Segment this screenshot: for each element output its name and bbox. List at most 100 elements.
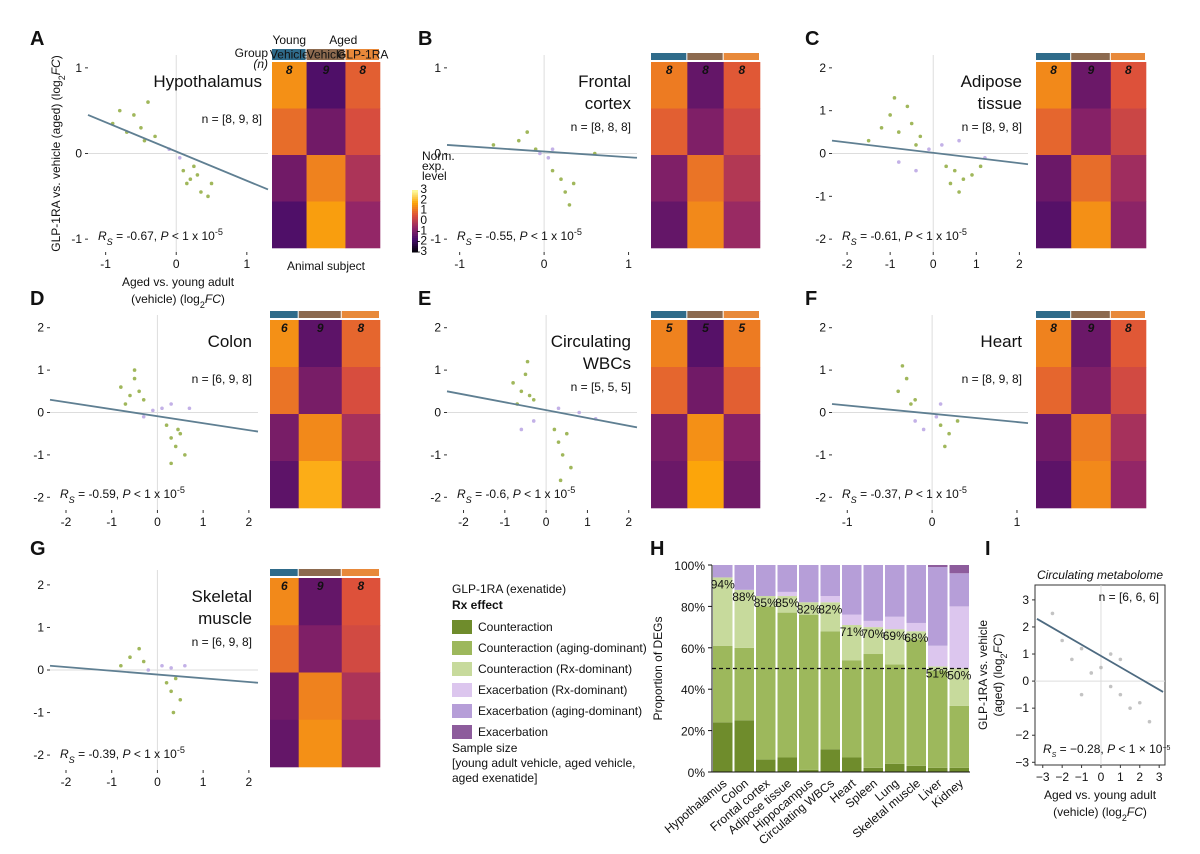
group-bar <box>1036 311 1071 318</box>
stat-text: RS = -0.37, P < 1 x 10-5 <box>842 485 967 505</box>
heat-cell <box>345 155 381 202</box>
point <box>531 419 536 423</box>
bar-value-label: 51% <box>926 666 950 680</box>
stat-text: RS = −0.28, P < 1 × 10−5 <box>1043 742 1171 759</box>
point <box>188 177 193 181</box>
x-tick-label: -1 <box>106 515 117 529</box>
colorbar-tick: 0 <box>420 213 427 227</box>
group-bar <box>687 53 723 60</box>
point <box>1118 692 1123 697</box>
point <box>146 668 151 672</box>
point <box>905 104 910 109</box>
stat-lt: < 1 x 10 <box>521 487 568 501</box>
point <box>195 173 200 177</box>
x-tick-label: 3 <box>1156 770 1163 784</box>
label-part: FC <box>49 59 63 75</box>
label-part: Aged vs. young adult <box>122 275 235 289</box>
y-tick-label: -1 <box>815 189 826 203</box>
sample-size: Sample size <box>452 741 518 755</box>
stat-sub: S <box>851 495 857 505</box>
point <box>944 164 948 169</box>
heat-cell <box>687 461 724 509</box>
heat-cell <box>345 108 381 156</box>
stat-sub: S <box>466 495 472 505</box>
bar-segment <box>756 759 776 772</box>
stat-r: R <box>842 487 851 501</box>
heat-cell <box>345 62 381 109</box>
heat-cell <box>270 578 299 626</box>
label-part: GLP-1RA vs. vehicle (aged) (log <box>49 80 63 251</box>
y-tick-label: 1 <box>37 363 44 377</box>
bar-segment <box>863 767 883 772</box>
bar-segment <box>885 763 905 772</box>
bar-segment <box>777 757 797 772</box>
stat-text: RS = -0.39, P < 1 x 10-5 <box>60 745 185 765</box>
y-tick-label: -1 <box>430 448 441 462</box>
heat-cell <box>1071 461 1112 509</box>
legend-swatch <box>452 704 472 718</box>
point <box>132 113 136 117</box>
heat-cell <box>1071 62 1112 109</box>
colorbar-tick: -2 <box>416 234 427 248</box>
bar-segment <box>799 614 819 770</box>
label-part: ) <box>221 292 225 306</box>
heat-cell <box>1036 461 1072 509</box>
point <box>169 461 173 466</box>
stat-text: RS = -0.61, P < 1 x 10-5 <box>842 227 967 247</box>
heat-cell <box>341 367 381 415</box>
heat-cell <box>1071 320 1112 368</box>
point <box>918 134 923 139</box>
point <box>569 465 573 470</box>
point <box>183 663 187 668</box>
point <box>169 402 173 406</box>
point <box>913 419 917 423</box>
stat-lt: < 1 x 10 <box>168 229 215 243</box>
colorbar-step <box>412 202 418 205</box>
point <box>171 710 176 715</box>
heat-cell <box>272 62 307 109</box>
point <box>141 397 146 402</box>
label-part: 2 <box>999 653 1009 658</box>
stat-r: R <box>457 487 466 501</box>
stat-eq: = <box>857 487 871 501</box>
point <box>921 427 926 432</box>
heat-cell <box>341 719 381 768</box>
x-tick-label: -1 <box>842 515 853 529</box>
point <box>909 121 914 126</box>
heat-cell <box>1110 461 1147 509</box>
colorbar-title: Norm. <box>422 149 455 163</box>
point <box>879 126 884 130</box>
x-axis-label: (vehicle) (log2FC) <box>1053 805 1147 823</box>
point <box>559 177 563 181</box>
x-axis-label: (vehicle) (log2FC) <box>131 292 225 310</box>
point <box>896 130 901 134</box>
colorbar-step <box>412 249 418 253</box>
y-tick-label: 80% <box>681 600 705 614</box>
x-tick-label: -1 <box>106 775 117 789</box>
point <box>142 138 147 143</box>
group-n: 9 <box>323 63 330 77</box>
group-bar <box>723 311 759 318</box>
heat-cell <box>306 62 346 109</box>
bar-segment <box>756 565 776 597</box>
stat-sub: S <box>69 495 75 505</box>
stat-rs: -0.39, <box>88 747 119 761</box>
heat-cell <box>687 62 724 109</box>
group-bar <box>1071 53 1110 60</box>
fit-line <box>831 139 1029 166</box>
stat-p: P <box>904 229 912 243</box>
stat-text: RS = -0.55, P < 1 x 10-5 <box>457 227 582 247</box>
n-label: n = [8, 9, 8] <box>962 372 1022 386</box>
bar-segment <box>820 602 840 632</box>
y-tick-label: 2 <box>819 61 826 75</box>
group-n: 9 <box>1088 321 1095 335</box>
heat-cell <box>687 108 724 156</box>
heat-cell <box>270 625 299 673</box>
y-tick-label: 1 <box>434 363 441 377</box>
point <box>927 147 931 152</box>
stat-lt: < 1 × 10 <box>1115 742 1163 756</box>
point <box>952 168 957 173</box>
point <box>1070 657 1074 662</box>
n-label: n = [8, 8, 8] <box>571 120 631 134</box>
bar-segment <box>928 767 948 772</box>
